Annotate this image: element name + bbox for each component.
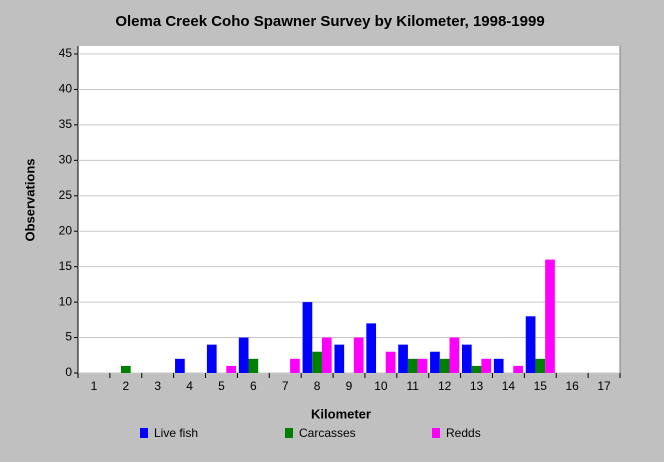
y-tick-label: 0	[65, 365, 72, 379]
bar	[430, 351, 440, 373]
bar	[385, 351, 396, 373]
bar	[545, 259, 555, 373]
x-tick-label: 5	[218, 379, 225, 393]
legend-label: Live fish	[154, 426, 198, 440]
x-tick-label: 13	[470, 379, 484, 393]
x-tick-label: 14	[502, 379, 516, 393]
bar	[206, 344, 217, 373]
x-tick-label: 11	[407, 379, 420, 393]
x-tick-label: 12	[438, 379, 452, 393]
legend-swatch	[140, 428, 148, 438]
x-tick-label: 2	[122, 379, 129, 393]
x-tick-label: 17	[597, 379, 611, 393]
x-tick-label: 16	[565, 379, 579, 393]
bar	[238, 337, 249, 373]
y-tick-label: 35	[59, 117, 73, 131]
legend-label: Redds	[446, 426, 481, 440]
bar	[120, 365, 131, 373]
legend-swatch	[285, 428, 293, 438]
x-axis-title: Kilometer	[311, 406, 371, 421]
chart-title: Olema Creek Coho Spawner Survey by Kilom…	[115, 13, 544, 30]
legend-swatch	[432, 428, 440, 438]
bar	[353, 337, 364, 373]
y-tick-label: 40	[59, 82, 73, 96]
x-tick-label: 4	[186, 379, 193, 393]
y-tick-label: 25	[59, 188, 73, 202]
bar	[417, 358, 428, 373]
y-tick-label: 5	[65, 330, 72, 344]
bar	[175, 358, 185, 373]
bar	[366, 323, 377, 373]
bar	[449, 337, 460, 373]
x-tick-label: 7	[282, 379, 289, 393]
x-tick-label: 15	[534, 379, 548, 393]
y-tick-label: 20	[59, 223, 73, 237]
x-tick-label: 8	[314, 379, 321, 393]
y-tick-label: 30	[59, 153, 73, 167]
x-tick-label: 6	[250, 379, 257, 393]
bar	[312, 351, 322, 373]
bar	[493, 358, 504, 373]
x-tick-label: 3	[154, 379, 161, 393]
bar	[407, 358, 418, 373]
bar	[481, 358, 492, 373]
bar	[535, 358, 546, 373]
bar	[226, 365, 237, 373]
bar	[398, 344, 408, 373]
legend-label: Carcasses	[299, 426, 356, 440]
bar	[321, 337, 332, 373]
bar	[302, 302, 313, 373]
bar	[439, 358, 450, 373]
bar	[471, 365, 482, 373]
bar	[248, 358, 259, 373]
bar	[513, 365, 523, 373]
y-axis-title: Observations	[22, 158, 37, 241]
bar	[525, 316, 536, 373]
bar	[290, 358, 300, 373]
plot-area	[78, 46, 620, 373]
y-tick-label: 15	[59, 259, 73, 273]
x-tick-label: 9	[346, 379, 353, 393]
bar	[334, 344, 345, 373]
x-tick-label: 10	[374, 379, 388, 393]
y-tick-label: 10	[59, 294, 73, 308]
x-tick-label: 1	[91, 379, 98, 393]
y-tick-label: 45	[59, 46, 73, 60]
bar	[461, 344, 472, 373]
